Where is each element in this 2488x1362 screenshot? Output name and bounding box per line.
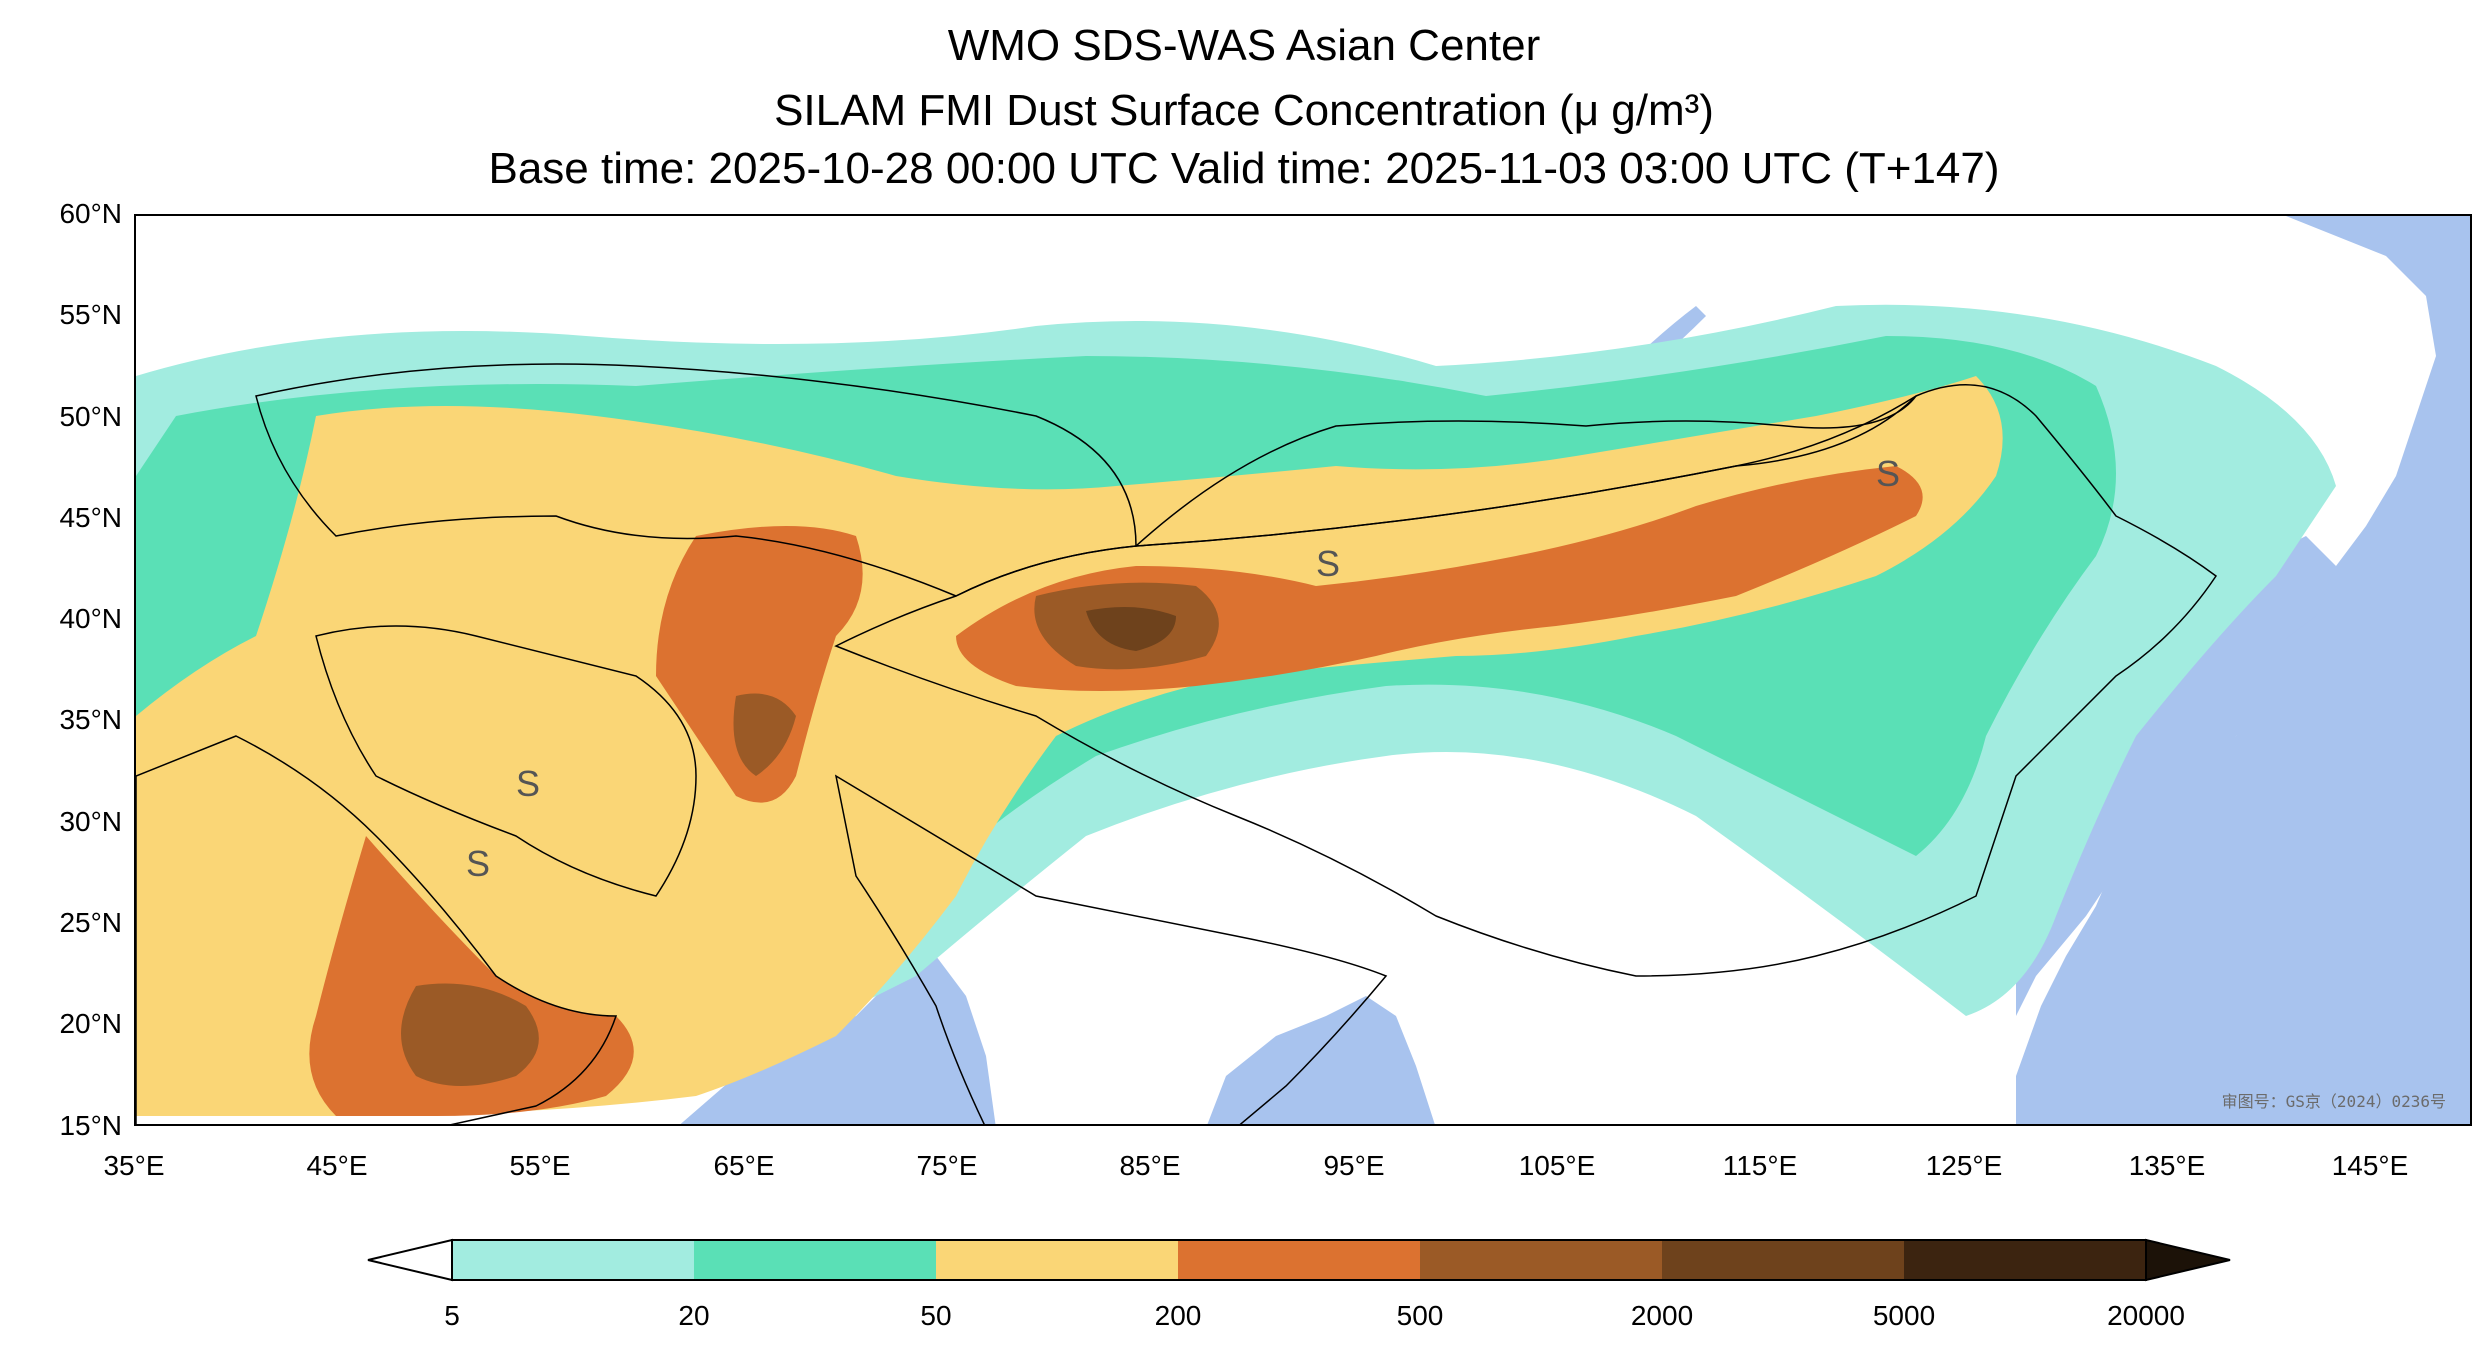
lat-label-25: 25°N — [59, 907, 122, 938]
lon-label-115: 115°E — [1722, 1150, 1798, 1181]
bay-of-bengal — [1207, 996, 1435, 1124]
pacific-ocean — [2016, 216, 2470, 1124]
colorbar-graphic — [367, 1238, 2231, 1282]
dust-layer — [136, 304, 2336, 1116]
india-border — [834, 774, 1388, 1124]
marker-s-1: S — [1316, 543, 1340, 584]
colorbar-label-20: 20 — [678, 1300, 710, 1331]
lat-label-50: 50°N — [59, 401, 122, 432]
colorbar-outline — [451, 1239, 2147, 1281]
marker-s-3: S — [516, 763, 540, 804]
colorbar-label-5000: 5000 — [1872, 1300, 1936, 1331]
lon-label-135: 135°E — [2128, 1150, 2206, 1181]
colorbar-under-triangle — [367, 1238, 453, 1282]
pressure-markers: S S S S — [466, 453, 1900, 884]
colorbar-bin-5-20 — [452, 1240, 694, 1280]
colorbar-bin-5000-20000 — [1904, 1240, 2146, 1280]
lat-label-40: 40°N — [59, 603, 122, 634]
lat-label-45: 45°N — [59, 502, 122, 533]
lat-label-55: 55°N — [59, 299, 122, 330]
dust-2000-5000-core — [1086, 607, 1176, 651]
colorbar-bin-20-50 — [694, 1240, 936, 1280]
lat-label-35: 35°N — [59, 704, 122, 735]
map-watermark: 审图号：GS京（2024）0236号 — [2221, 1092, 2446, 1111]
lon-label-65: 65°E — [713, 1150, 775, 1181]
colorbar-label-500: 500 — [1396, 1300, 1444, 1331]
mongolia-border — [1133, 395, 1917, 547]
colorbar-over-triangle — [2145, 1238, 2231, 1282]
lon-label-45: 45°E — [306, 1150, 368, 1181]
borders-layer — [136, 363, 2218, 1124]
lon-label-125: 125°E — [1925, 1150, 2003, 1181]
dust-map: S S S S — [136, 216, 2470, 1124]
arabian-sea — [680, 956, 996, 1124]
lon-label-145: 145°E — [2331, 1150, 2409, 1181]
colorbar-label-50: 50 — [920, 1300, 952, 1331]
dust-200-500-band — [309, 466, 1923, 1116]
marker-s-4: S — [466, 843, 490, 884]
arabia-border — [136, 735, 618, 1124]
sea-of-japan — [2226, 536, 2336, 646]
colorbar-label-200: 200 — [1154, 1300, 1202, 1331]
kazakhstan-border — [255, 363, 1137, 597]
lat-label-20: 20°N — [59, 1008, 122, 1039]
colorbar-label-5: 5 — [444, 1300, 460, 1331]
iran-border — [315, 625, 697, 897]
colorbar-bin-500-2000 — [1420, 1240, 1662, 1280]
lon-label-85: 85°E — [1119, 1150, 1181, 1181]
lat-label-30: 30°N — [59, 806, 122, 837]
lat-label-60: 60°N — [59, 198, 122, 229]
colorbar-label-2000: 2000 — [1630, 1300, 1694, 1331]
map-time-info: Base time: 2025-10-28 00:00 UTC Valid ti… — [488, 144, 2000, 193]
colorbar-bin-200-500 — [1178, 1240, 1420, 1280]
lon-label-35: 35°E — [103, 1150, 165, 1181]
map-subtitle: SILAM FMI Dust Surface Concentration (μ … — [774, 86, 1714, 135]
lon-label-55: 55°E — [509, 1150, 571, 1181]
lat-label-15: 15°N — [59, 1110, 122, 1141]
colorbar-label-20000: 20000 — [2107, 1300, 2185, 1331]
lon-label-75: 75°E — [916, 1150, 978, 1181]
map-panel: S S S S 审图号：GS京（2024）0236号 — [134, 214, 2472, 1126]
lon-label-105: 105°E — [1518, 1150, 1596, 1181]
map-title: WMO SDS-WAS Asian Center — [947, 21, 1541, 70]
marker-s-2: S — [1876, 453, 1900, 494]
colorbar-bin-2000-5000 — [1662, 1240, 1904, 1280]
colorbar-bin-50-200 — [936, 1240, 1178, 1280]
lon-label-95: 95°E — [1323, 1150, 1385, 1181]
